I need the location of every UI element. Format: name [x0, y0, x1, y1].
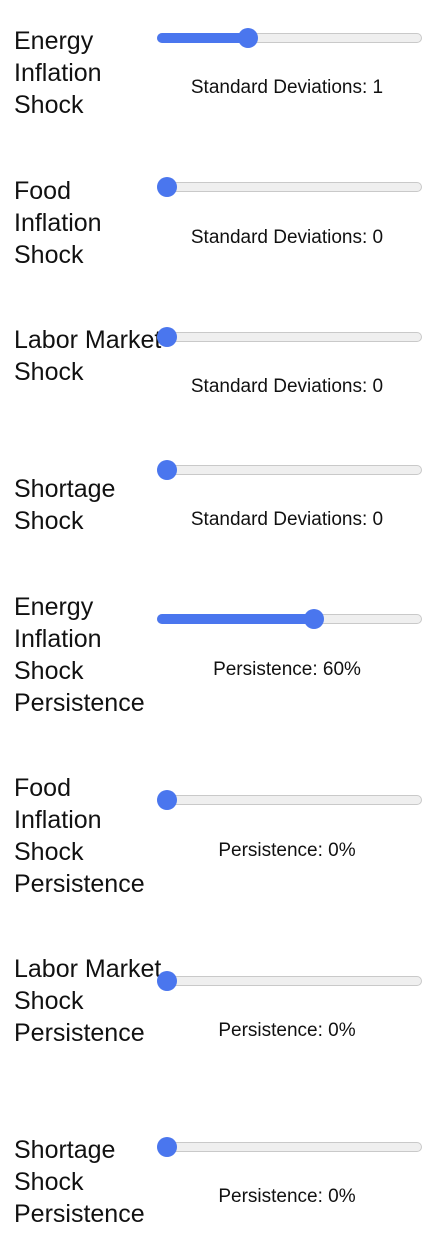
value-readout: Standard Deviations: 0	[190, 509, 384, 530]
slider-thumb[interactable]	[157, 460, 177, 480]
slider-thumb[interactable]	[237, 28, 258, 48]
control-label: Food Inflation Shock Persistence	[14, 774, 145, 898]
energy-inflation-shock-slider[interactable]	[157, 28, 422, 48]
slider-fill	[157, 614, 314, 624]
labor-market-shock-persistence-slider[interactable]	[157, 971, 422, 991]
slider-fill	[157, 33, 248, 43]
food-inflation-shock-persistence-slider[interactable]	[157, 790, 422, 810]
control-label: Energy Inflation Shock Persistence	[14, 593, 145, 717]
food-inflation-shock-slider[interactable]	[157, 177, 422, 197]
slider-thumb[interactable]	[304, 609, 324, 629]
slider-track[interactable]	[157, 332, 422, 342]
control-label: Shortage Shock Persistence	[14, 1136, 145, 1228]
slider-track[interactable]	[157, 795, 422, 805]
labor-market-shock-slider[interactable]	[157, 327, 422, 347]
control-label: Energy Inflation Shock	[14, 27, 102, 119]
slider-track[interactable]	[157, 465, 422, 475]
slider-thumb[interactable]	[157, 971, 177, 991]
value-readout: Standard Deviations: 0	[190, 227, 384, 248]
slider-track[interactable]	[157, 976, 422, 986]
value-readout: Persistence: 0%	[218, 1186, 356, 1207]
energy-inflation-shock-persistence-slider[interactable]	[157, 609, 422, 629]
slider-thumb[interactable]	[157, 790, 177, 810]
slider-thumb[interactable]	[157, 327, 177, 347]
value-readout: Persistence: 0%	[218, 840, 356, 861]
value-readout: Persistence: 0%	[218, 1020, 356, 1041]
control-label: Labor Market Shock Persistence	[14, 955, 162, 1047]
value-readout: Standard Deviations: 1	[190, 77, 384, 98]
slider-track[interactable]	[157, 182, 422, 192]
shortage-shock-slider[interactable]	[157, 460, 422, 480]
control-label: Labor Market Shock	[14, 326, 162, 386]
slider-track[interactable]	[157, 1142, 422, 1152]
value-readout: Standard Deviations: 0	[190, 376, 384, 397]
slider-thumb[interactable]	[157, 1137, 177, 1157]
control-label: Shortage Shock	[14, 475, 116, 535]
control-label: Food Inflation Shock	[14, 177, 102, 269]
value-readout: Persistence: 60%	[213, 659, 361, 680]
slider-thumb[interactable]	[157, 177, 177, 197]
shortage-shock-persistence-slider[interactable]	[157, 1137, 422, 1157]
